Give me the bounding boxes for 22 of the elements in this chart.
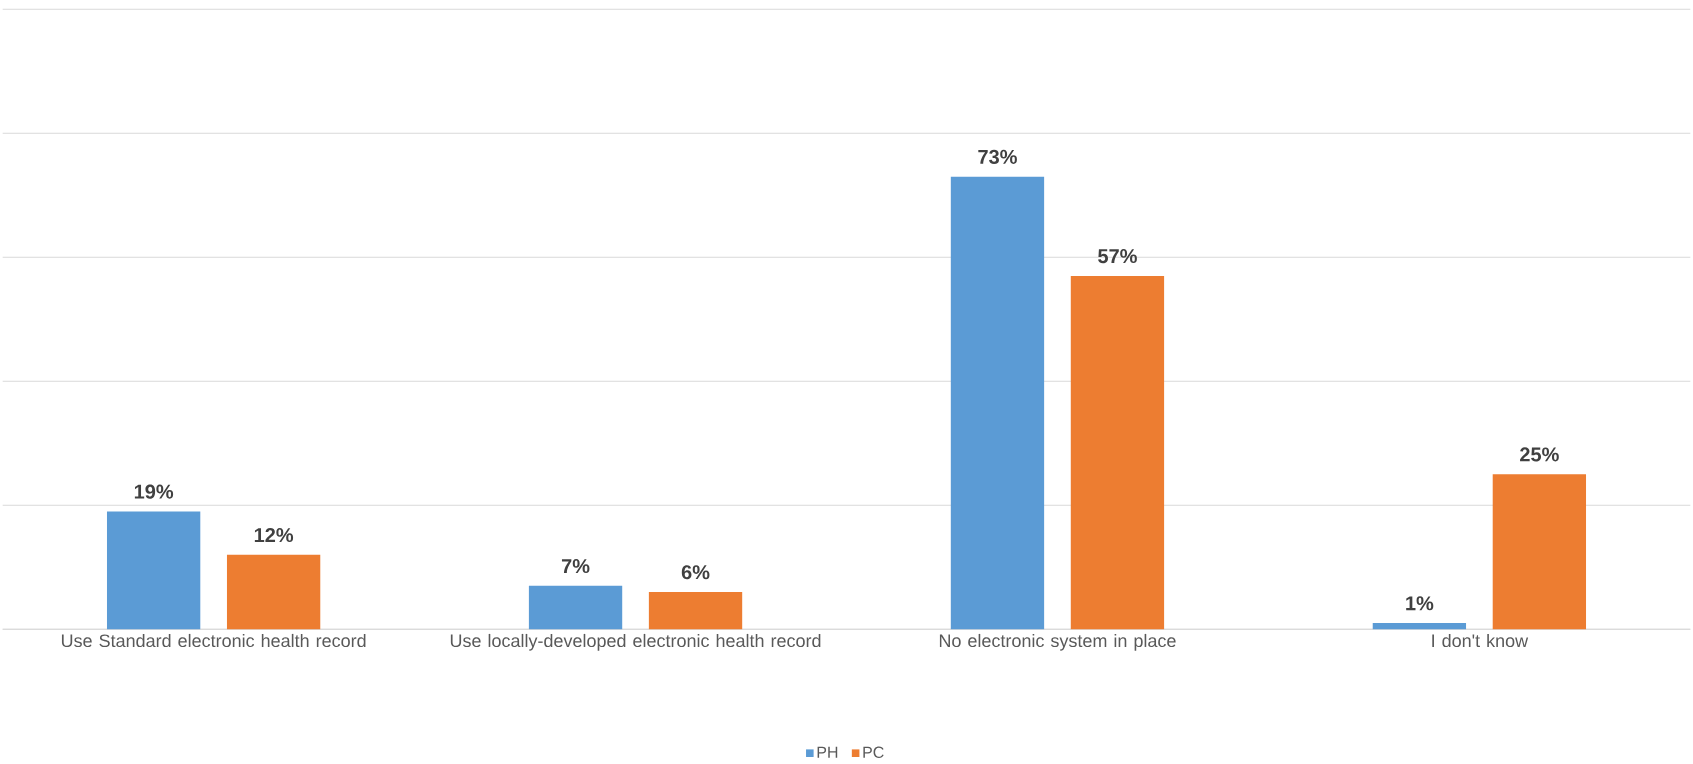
data-label: 73% [978, 149, 1017, 165]
data-label: 25% [1520, 447, 1559, 462]
x-tick-label: I don't know [1432, 633, 1529, 648]
x-tick-label: Use locally-developed electronic health record [450, 633, 821, 651]
bar [1070, 275, 1165, 630]
data-label: 7% [561, 559, 590, 574]
legend-label: PC [863, 746, 884, 758]
data-label: 57% [1098, 249, 1137, 264]
data-label: 1% [1406, 596, 1434, 611]
bar [648, 592, 743, 630]
data-label: 6% [681, 565, 710, 580]
data-label: 12% [254, 528, 294, 543]
bar [106, 511, 201, 630]
bar [1372, 623, 1467, 630]
bar [1492, 474, 1587, 630]
bar [226, 554, 321, 630]
x-tick-label: Use Standard electronic health record [61, 633, 366, 648]
legend-label: PH [817, 746, 838, 758]
bar [528, 585, 623, 630]
x-tick-label: No electronic system in place [939, 633, 1176, 651]
bar [950, 176, 1045, 630]
data-label: 19% [134, 484, 174, 499]
